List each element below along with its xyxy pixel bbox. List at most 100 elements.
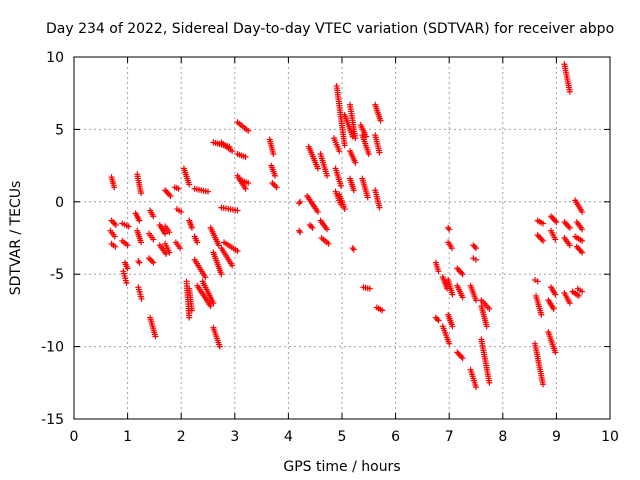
data-point: [366, 285, 373, 292]
data-point: [448, 245, 455, 252]
x-tick-label: 8: [498, 429, 507, 445]
chart-title: Day 234 of 2022, Sidereal Day-to-day VTE…: [46, 21, 614, 37]
data-track: [296, 198, 304, 207]
data-track: [548, 284, 559, 298]
data-point: [314, 165, 321, 172]
data-point: [552, 349, 559, 356]
data-track: [454, 265, 466, 278]
data-track: [210, 249, 225, 278]
data-track: [162, 223, 173, 236]
data-point: [540, 381, 546, 388]
data-track: [332, 165, 344, 189]
data-track: [432, 314, 442, 324]
data-point: [325, 240, 332, 247]
data-track: [569, 288, 582, 299]
data-track: [146, 230, 157, 243]
data-track: [191, 233, 201, 246]
data-track: [439, 323, 453, 347]
data-track: [119, 237, 131, 249]
x-tick-label: 9: [552, 429, 561, 445]
data-track: [347, 148, 359, 166]
data-point: [138, 190, 144, 197]
data-point: [207, 303, 214, 310]
y-tick-label: -15: [41, 412, 64, 428]
data-track: [199, 278, 217, 307]
data-point: [270, 151, 277, 158]
data-track: [470, 242, 479, 252]
data-track: [172, 239, 184, 252]
data-point: [336, 148, 343, 155]
data-point: [553, 219, 560, 226]
data-point: [435, 268, 442, 275]
data-track: [347, 175, 357, 194]
data-track: [548, 213, 560, 226]
data-track: [218, 204, 241, 214]
data-point: [376, 204, 383, 211]
data-point: [446, 226, 453, 233]
data-track: [445, 276, 456, 298]
data-track: [373, 304, 386, 314]
data-point: [350, 187, 357, 194]
data-track: [445, 224, 453, 233]
data-point: [229, 148, 236, 155]
data-point: [146, 255, 153, 262]
data-point: [124, 265, 131, 272]
data-track: [186, 285, 195, 314]
data-point: [229, 262, 236, 269]
data-point: [111, 220, 118, 227]
data-point: [379, 307, 386, 314]
data-track: [132, 210, 143, 224]
data-point: [186, 314, 193, 321]
data-point: [352, 135, 359, 142]
data-track: [372, 187, 383, 211]
data-track: [372, 132, 383, 156]
data-track: [573, 243, 586, 256]
data-point: [202, 274, 209, 281]
y-axis-title: SDTVAR / TECUs: [8, 181, 24, 296]
data-track: [470, 255, 479, 263]
grid-lines: [74, 57, 610, 419]
y-tick-label: -10: [41, 340, 64, 356]
data-point: [296, 227, 303, 234]
data-track: [574, 285, 586, 295]
data-point: [446, 340, 453, 347]
data-point: [162, 230, 169, 237]
data-point: [216, 343, 223, 350]
data-point: [323, 172, 330, 179]
x-axis-title: GPS time / hours: [283, 459, 400, 475]
data-point: [152, 333, 159, 340]
data-point: [566, 300, 573, 307]
data-point: [178, 208, 185, 215]
data-point: [234, 248, 241, 255]
data-track: [191, 185, 211, 195]
data-point: [150, 213, 157, 220]
data-point: [566, 242, 573, 249]
data-track: [171, 184, 182, 192]
data-track: [531, 276, 541, 285]
y-tick-label: 5: [55, 122, 64, 138]
y-tick-labels: -15 -10 -5 0 5 10: [41, 50, 64, 428]
data-track: [533, 292, 545, 318]
data-point: [136, 217, 143, 224]
data-track: [304, 193, 321, 215]
data-track: [534, 217, 546, 227]
data-point: [272, 172, 278, 179]
data-track: [108, 240, 119, 250]
data-point: [135, 258, 142, 265]
data-track: [573, 219, 586, 233]
data-point: [483, 323, 490, 330]
data-point: [534, 278, 541, 285]
data-point: [579, 249, 586, 256]
data-track: [146, 255, 157, 266]
data-point: [123, 279, 130, 286]
data-point: [215, 242, 222, 249]
data-track: [349, 245, 357, 253]
data-point: [188, 224, 195, 231]
data-point: [177, 245, 184, 252]
x-tick-label: 4: [284, 429, 293, 445]
data-point: [449, 291, 456, 298]
data-point: [273, 184, 280, 191]
data-point: [350, 246, 357, 253]
data-point: [473, 245, 479, 252]
data-track: [478, 336, 493, 386]
